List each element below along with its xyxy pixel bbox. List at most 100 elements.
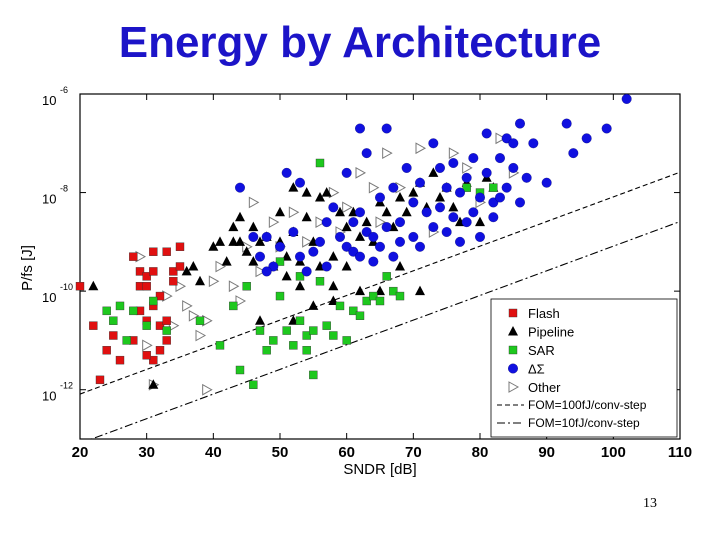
delta-sigma-point bbox=[448, 158, 459, 168]
delta-sigma-point bbox=[528, 138, 539, 149]
x-tick-label: 100 bbox=[601, 444, 626, 461]
sar-point bbox=[275, 291, 285, 301]
delta-sigma-point bbox=[521, 172, 532, 183]
pipeline-point bbox=[181, 265, 192, 276]
delta-sigma-point bbox=[361, 227, 372, 237]
delta-sigma-point bbox=[315, 236, 325, 247]
flash-point bbox=[89, 321, 98, 330]
x-tick-label: 30 bbox=[138, 444, 155, 461]
delta-sigma-point bbox=[321, 261, 332, 272]
delta-sigma-point bbox=[455, 187, 465, 198]
sar-point bbox=[315, 158, 325, 168]
other-point bbox=[208, 275, 220, 288]
pipeline-point bbox=[355, 285, 365, 296]
sar-point bbox=[329, 331, 338, 340]
flash-point bbox=[162, 336, 171, 345]
delta-sigma-point bbox=[361, 148, 372, 159]
delta-sigma-point bbox=[408, 197, 419, 208]
sar-point bbox=[162, 326, 171, 335]
sar-point bbox=[489, 183, 498, 192]
sar-point bbox=[129, 306, 138, 316]
other-point bbox=[375, 216, 387, 228]
sar-point bbox=[275, 257, 285, 266]
flash-point bbox=[109, 331, 118, 340]
sar-point bbox=[375, 296, 385, 306]
flash-point bbox=[169, 267, 178, 276]
delta-sigma-point bbox=[495, 153, 505, 164]
pipeline-point bbox=[315, 192, 325, 202]
flash-point bbox=[155, 346, 165, 355]
sar-point bbox=[302, 331, 311, 340]
delta-sigma-point bbox=[488, 197, 499, 208]
data-points bbox=[75, 93, 632, 396]
delta-sigma-point bbox=[435, 202, 445, 213]
delta-sigma-point bbox=[355, 207, 365, 218]
other-point bbox=[142, 339, 153, 352]
delta-sigma-point bbox=[355, 251, 365, 262]
other-point bbox=[448, 147, 460, 159]
sar-point bbox=[355, 311, 365, 320]
pipeline-point bbox=[328, 280, 339, 291]
pipeline-point bbox=[228, 221, 239, 232]
sar-point bbox=[249, 380, 258, 389]
legend-label-fom: FOM=10fJ/conv-step bbox=[528, 416, 640, 430]
other-point bbox=[195, 329, 207, 342]
pipeline-point bbox=[275, 206, 285, 217]
sar-point bbox=[315, 277, 325, 286]
sar-point bbox=[282, 326, 291, 335]
delta-sigma-point bbox=[255, 251, 265, 262]
pipeline-point bbox=[381, 206, 392, 217]
delta-sigma-point bbox=[381, 222, 392, 233]
sar-point bbox=[229, 301, 238, 311]
pipeline-point bbox=[408, 187, 419, 197]
delta-sigma-point bbox=[475, 231, 485, 242]
sar-point bbox=[215, 341, 225, 350]
sar-point bbox=[142, 321, 151, 330]
delta-sigma-point bbox=[501, 133, 512, 144]
delta-sigma-point bbox=[348, 217, 359, 228]
pipeline-point bbox=[308, 300, 319, 310]
flash-point bbox=[155, 321, 165, 330]
flash-point bbox=[155, 291, 165, 301]
pipeline-point bbox=[241, 246, 252, 256]
sar-point bbox=[295, 316, 305, 325]
flash-point bbox=[102, 346, 111, 355]
delta-sigma-point bbox=[508, 138, 519, 149]
delta-sigma-point bbox=[375, 241, 385, 252]
sar-point bbox=[335, 301, 345, 311]
other-point bbox=[215, 260, 227, 273]
pipeline-point bbox=[288, 182, 299, 192]
delta-sigma-point bbox=[395, 236, 405, 247]
pipeline-point bbox=[395, 192, 405, 202]
delta-sigma-point bbox=[468, 153, 479, 164]
x-tick-label: 20 bbox=[72, 444, 89, 461]
delta-sigma-point bbox=[235, 182, 245, 193]
other-point bbox=[462, 162, 473, 174]
pipeline-point bbox=[301, 187, 312, 197]
delta-sigma-point bbox=[448, 212, 459, 223]
delta-sigma-point bbox=[388, 182, 399, 193]
pipeline-point bbox=[415, 285, 425, 296]
y-tick-label-exp: -12 bbox=[60, 381, 73, 391]
delta-sigma-point bbox=[515, 197, 525, 208]
delta-sigma-point bbox=[415, 241, 425, 252]
sar-point bbox=[389, 286, 398, 296]
legend-marker-delta-sigma bbox=[508, 363, 518, 374]
sar-point bbox=[115, 301, 125, 311]
legend-marker-sar bbox=[508, 345, 518, 355]
other-point bbox=[168, 319, 180, 332]
delta-sigma-point bbox=[441, 182, 452, 193]
delta-sigma-point bbox=[301, 266, 312, 277]
flash-point bbox=[175, 262, 185, 271]
other-point bbox=[175, 280, 187, 293]
sar-point bbox=[262, 346, 271, 355]
slide-number: 13 bbox=[643, 496, 657, 511]
y-tick-label-exp: -8 bbox=[60, 184, 68, 194]
other-point bbox=[342, 201, 353, 214]
pipeline-point bbox=[475, 216, 485, 227]
fom-reference-line bbox=[80, 171, 680, 395]
sar-point bbox=[302, 346, 311, 355]
delta-sigma-point bbox=[428, 222, 439, 233]
delta-sigma-point bbox=[488, 212, 499, 223]
pipeline-point bbox=[395, 261, 405, 271]
